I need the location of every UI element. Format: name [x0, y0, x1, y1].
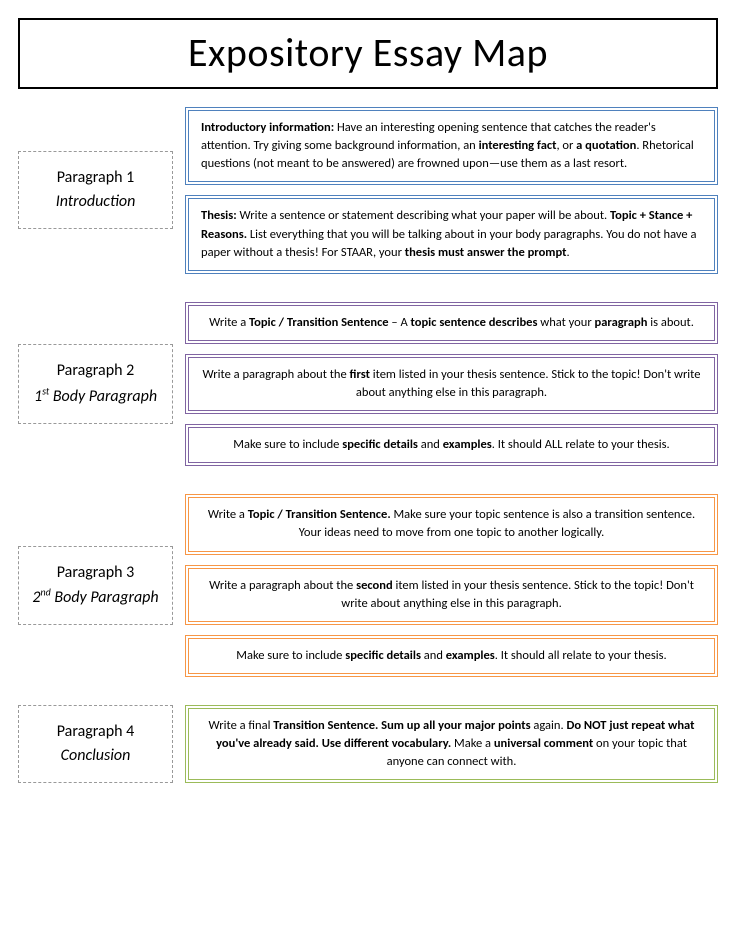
content-column-2: Write a Topic / Transition Sentence – A … — [185, 302, 718, 467]
content-box-2-3: Make sure to include specific details an… — [185, 424, 718, 466]
paragraph-label-subtitle: 1st Body Paragraph — [23, 383, 168, 408]
paragraph-label-subtitle: 2nd Body Paragraph — [23, 585, 168, 610]
content-column-1: Introductory information: Have an intere… — [185, 107, 718, 274]
content-box-2-1: Write a Topic / Transition Sentence – A … — [185, 302, 718, 344]
paragraph-label-4: Paragraph 4Conclusion — [18, 705, 173, 783]
paragraph-label-title: Paragraph 1 — [23, 166, 168, 190]
paragraph-label-3: Paragraph 32nd Body Paragraph — [18, 546, 173, 625]
section-4: Paragraph 4ConclusionWrite a final Trans… — [18, 705, 718, 783]
page-title: Expository Essay Map — [18, 18, 718, 89]
section-3: Paragraph 32nd Body ParagraphWrite a Top… — [18, 494, 718, 677]
content-column-3: Write a Topic / Transition Sentence. Mak… — [185, 494, 718, 677]
paragraph-label-subtitle: Introduction — [23, 190, 168, 214]
section-2: Paragraph 21st Body Paragraph Write a Top… — [18, 302, 718, 467]
content-box-2-2: Write a paragraph about the first item l… — [185, 354, 718, 414]
paragraph-label-2: Paragraph 21st Body Paragraph — [18, 344, 173, 423]
section-1: Paragraph 1IntroductionIntroductory info… — [18, 107, 718, 274]
content-column-4: Write a final Transition Sentence. Sum u… — [185, 705, 718, 783]
paragraph-label-subtitle: Conclusion — [23, 744, 168, 768]
content-box-3-1: Write a Topic / Transition Sentence. Mak… — [185, 494, 718, 554]
content-box-4-1: Write a final Transition Sentence. Sum u… — [185, 705, 718, 783]
content-box-3-3: Make sure to include specific details an… — [185, 635, 718, 677]
content-box-3-2: Write a paragraph about the second item … — [185, 565, 718, 625]
paragraph-label-title: Paragraph 3 — [23, 561, 168, 585]
paragraph-label-title: Paragraph 2 — [23, 359, 168, 383]
content-box-1-1: Introductory information: Have an intere… — [185, 107, 718, 185]
content-box-1-2: Thesis: Write a sentence or statement de… — [185, 195, 718, 273]
paragraph-label-1: Paragraph 1Introduction — [18, 151, 173, 229]
paragraph-label-title: Paragraph 4 — [23, 720, 168, 744]
